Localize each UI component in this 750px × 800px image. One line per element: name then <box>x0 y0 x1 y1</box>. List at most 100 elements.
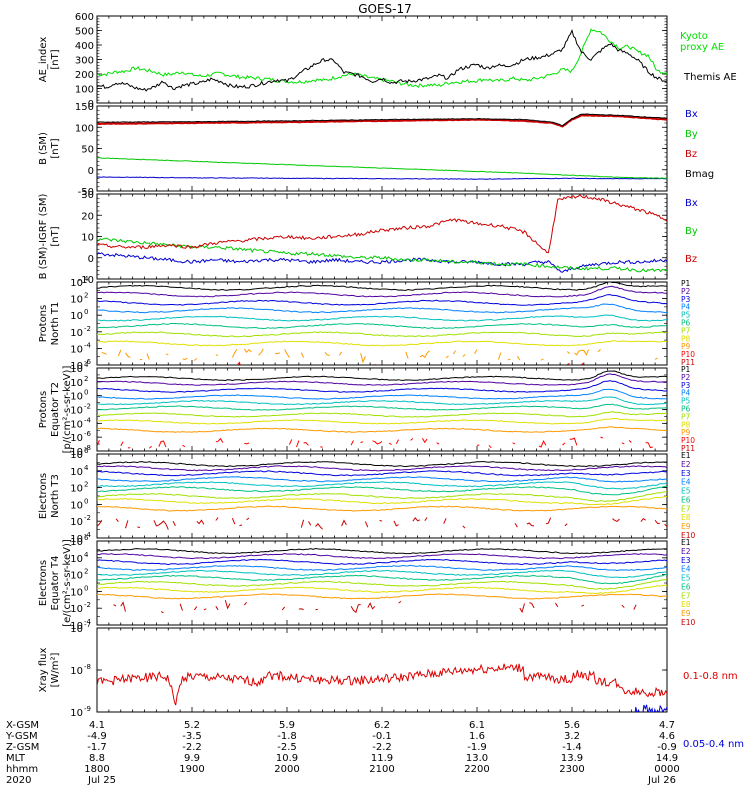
channel-p9 <box>146 353 150 360</box>
y-tick-exponent: -2 <box>84 601 91 609</box>
x-column-value: -1.8 <box>277 731 297 742</box>
y-tick-label: 0 <box>88 166 94 177</box>
channel-p11 <box>430 457 432 458</box>
x-column-value: -0.1 <box>372 731 392 742</box>
channel-e8 <box>97 496 667 506</box>
channel-p10 <box>506 370 516 376</box>
channel-p10 <box>372 440 383 445</box>
panel-ae: 0 100 200 300 400 500 600 AE_index [nT] Kyotoprox… <box>38 12 737 110</box>
channel-label-e7: E7 <box>681 591 691 600</box>
channel-label-e9: E9 <box>681 522 691 531</box>
series-line-bz <box>97 194 667 254</box>
channel-label-e3: E3 <box>681 469 691 478</box>
y-tick-exponent: -6 <box>84 430 92 438</box>
y-tick-label: 10 <box>70 517 83 528</box>
x-column-value: 5.2 <box>184 720 200 731</box>
series-line-0-1-0-8-nm <box>97 663 667 706</box>
channel-label-p10: P10 <box>681 350 695 359</box>
channel-p9 <box>165 353 169 356</box>
channel-label-e10: E10 <box>681 531 696 540</box>
y-axis-label: [nT] <box>50 138 61 158</box>
channel-e10 <box>215 606 219 611</box>
channel-e10 <box>564 523 568 527</box>
channel-e5 <box>97 481 667 490</box>
y-axis-label: [nT] <box>50 49 61 69</box>
channel-p9 <box>215 354 219 357</box>
channel-p10 <box>581 362 585 365</box>
y-tick-label: 100 <box>75 123 94 134</box>
legend-kyoto: Kyoto <box>680 31 708 42</box>
y-tick-exponent: 6 <box>84 534 89 542</box>
x-column-value: 4.7 <box>659 720 675 731</box>
series-line-bmag <box>97 113 667 127</box>
channel-label-e9: E9 <box>681 609 691 618</box>
channel-label-p4: P4 <box>681 389 691 398</box>
channel-p10 <box>520 371 525 375</box>
channel-e10 <box>654 519 660 524</box>
channel-p10 <box>148 445 152 449</box>
x-column-value: -2.5 <box>277 742 297 753</box>
channel-p10 <box>600 436 604 439</box>
y-tick-label: 10 <box>70 554 83 565</box>
data-group <box>97 370 667 460</box>
channel-e6 <box>97 573 667 585</box>
channel-e10 <box>172 520 176 527</box>
y-axis-label: [e/(cm²-s-sr-keV)] <box>62 539 73 627</box>
x-column-value: -2.2 <box>372 742 392 753</box>
legend-bx: Bx <box>685 109 698 120</box>
x-column-value: 1.6 <box>469 731 485 742</box>
x-row-label: Z-GSM <box>6 742 39 753</box>
channel-label-e8: E8 <box>681 513 691 522</box>
channel-p9 <box>360 353 366 364</box>
y-axis-label: [p/(cm²-s-sr-keV)] <box>62 366 73 454</box>
y-tick-label: 600 <box>75 12 94 23</box>
channel-e10 <box>193 606 198 611</box>
channel-p9 <box>97 426 667 433</box>
y-tick-label: 10 <box>70 537 83 548</box>
channel-e10 <box>545 517 552 525</box>
channel-p10 <box>303 442 309 446</box>
y-axis-label: B (SM)-IGRF (SM) <box>38 194 49 280</box>
channel-p10 <box>421 438 428 444</box>
channel-p9 <box>231 349 238 358</box>
legend-bz: Bz <box>685 149 697 160</box>
channel-e10 <box>231 518 236 525</box>
channel-label-e10: E10 <box>681 618 696 627</box>
channel-label-e2: E2 <box>681 547 691 556</box>
series-line-kyoto-proxy-ae <box>97 28 667 88</box>
y-axis-label: Protons <box>38 305 49 342</box>
channel-e10 <box>367 602 376 610</box>
y-tick-exponent: -9 <box>84 705 91 713</box>
y-tick-exponent: 6 <box>84 447 89 455</box>
channel-e10 <box>239 524 243 527</box>
channel-p2 <box>97 373 667 386</box>
channel-e5 <box>97 569 667 579</box>
channel-e10 <box>633 604 637 610</box>
x-column-value: -4.9 <box>87 731 107 742</box>
series-line-bz <box>97 114 667 128</box>
x-column-value: 1800 <box>84 764 109 775</box>
x-column-value: -0.9 <box>657 742 677 753</box>
channel-label-p3: P3 <box>681 381 691 390</box>
y-tick-exponent: -2 <box>84 403 91 411</box>
channel-e10 <box>664 523 667 528</box>
channel-p9 <box>566 351 570 354</box>
channel-e2 <box>97 465 667 472</box>
channel-p10 <box>320 446 323 448</box>
channel-p11 <box>237 458 239 460</box>
y-axis-label: AE_index <box>38 37 49 83</box>
channel-p10 <box>567 362 570 365</box>
y-axis-label: North T1 <box>50 302 61 346</box>
y-tick-exponent: 4 <box>84 464 89 472</box>
channel-p10 <box>538 439 547 448</box>
channel-label-p5: P5 <box>681 311 691 320</box>
data-group <box>97 461 667 530</box>
panel-frame <box>96 15 668 104</box>
channel-e6 <box>97 485 667 496</box>
x-column-value: 3.2 <box>564 731 580 742</box>
channel-e10 <box>300 519 305 528</box>
channel-e10 <box>196 519 205 525</box>
